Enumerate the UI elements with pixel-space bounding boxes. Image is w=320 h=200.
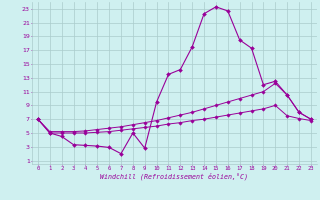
- X-axis label: Windchill (Refroidissement éolien,°C): Windchill (Refroidissement éolien,°C): [100, 172, 248, 180]
